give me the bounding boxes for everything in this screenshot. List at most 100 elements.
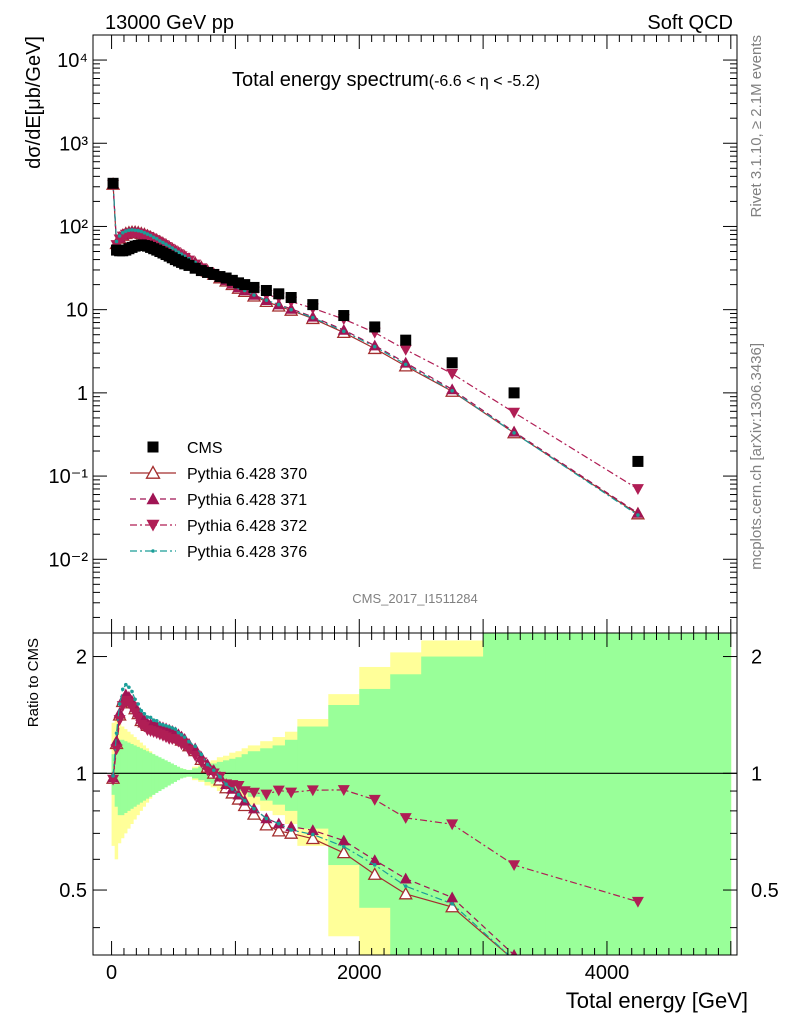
legend-marker-1 bbox=[145, 465, 161, 479]
point-2-44 bbox=[631, 506, 644, 518]
stat-band-10 bbox=[142, 749, 147, 801]
ratio-point-4-8 bbox=[136, 702, 141, 706]
ratio-point-4-32 bbox=[236, 792, 241, 797]
energy-label: 13000 GeV pp bbox=[105, 12, 234, 34]
ratio-ytick-label-left-2: 2 bbox=[76, 647, 87, 669]
point-0-29 bbox=[214, 271, 226, 283]
legend-entry-1: Pythia 6.428 370 bbox=[130, 465, 307, 483]
ratio-point-4-33 bbox=[242, 798, 247, 803]
point-0-25 bbox=[189, 262, 201, 274]
point-4-36 bbox=[276, 302, 281, 307]
ratio-ytick-label-left-1: 1 bbox=[76, 763, 87, 785]
point-0-36 bbox=[273, 288, 285, 300]
ratio-point-4-1 bbox=[114, 731, 119, 735]
stat-band-11 bbox=[145, 751, 150, 799]
ratio-x-axis: 0 2000 4000 bbox=[106, 633, 732, 984]
ratio-point-4-23 bbox=[182, 735, 187, 739]
stat-band-32 bbox=[235, 757, 243, 792]
legend-entry-4: Pythia 6.428 376 bbox=[130, 544, 307, 561]
stat-band-15 bbox=[158, 757, 162, 792]
ratio-point-3-33 bbox=[238, 786, 251, 798]
point-2-42 bbox=[446, 383, 459, 395]
stat-band-37 bbox=[284, 739, 298, 811]
point-4-40 bbox=[372, 344, 377, 349]
ratio-point-3-40 bbox=[368, 794, 381, 806]
ratio-point-4-6 bbox=[130, 689, 134, 694]
ratio-ytick-label-right-0: 0.5 bbox=[751, 880, 779, 902]
x-axis-label: Total energy [GeV] bbox=[566, 988, 748, 1013]
ratio-ytick-label-right-1: 1 bbox=[751, 763, 762, 785]
ratio-point-4-0 bbox=[111, 774, 115, 778]
ratio-frame bbox=[92, 632, 738, 956]
point-3-43 bbox=[508, 407, 521, 419]
point-4-34 bbox=[252, 293, 256, 297]
ratio-point-3-43 bbox=[508, 860, 521, 872]
ratio-point-4-15 bbox=[158, 722, 162, 726]
point-4-7 bbox=[133, 228, 137, 233]
point-4-10 bbox=[142, 230, 147, 235]
point-0-37 bbox=[285, 292, 297, 304]
legend-label-2: Pythia 6.428 371 bbox=[187, 492, 307, 509]
ratio-point-4-7 bbox=[133, 697, 137, 702]
ratio-ytick-label-left-0: 0.5 bbox=[59, 880, 87, 902]
point-3-44 bbox=[631, 484, 644, 495]
point-0-43 bbox=[508, 387, 520, 399]
ratio-point-3-1 bbox=[110, 744, 123, 756]
ratio-point-1-38 bbox=[305, 831, 320, 845]
ratio-point-2-1 bbox=[110, 734, 123, 746]
stat-band-4 bbox=[123, 741, 128, 813]
ratio-point-3-27 bbox=[201, 765, 214, 777]
ratio-point-4-26 bbox=[199, 752, 204, 757]
main-y-axis-label: dσ/dE[μb/GeV] bbox=[23, 36, 45, 169]
ratio-point-4-16 bbox=[161, 723, 165, 727]
point-4-14 bbox=[154, 237, 159, 241]
point-0-0 bbox=[107, 177, 119, 189]
ratio-point-4-13 bbox=[151, 718, 156, 723]
ratio-point-4-24 bbox=[187, 739, 191, 744]
ratio-point-2-39 bbox=[337, 834, 350, 846]
point-4-11 bbox=[145, 232, 150, 236]
stat-band-7 bbox=[133, 745, 137, 807]
stat-band-31 bbox=[229, 758, 236, 790]
ratio-point-4-36 bbox=[276, 821, 281, 826]
ratio-point-2-41 bbox=[399, 872, 412, 884]
ratio-point-1-34 bbox=[246, 806, 262, 820]
point-0-31 bbox=[226, 274, 238, 286]
legend: CMS Pythia 6.428 370 Pythia 6.428 371 Pythi… bbox=[130, 440, 307, 561]
legend-entry-2: Pythia 6.428 371 bbox=[130, 492, 307, 509]
point-0-41 bbox=[400, 334, 412, 346]
ratio-point-3-36 bbox=[272, 785, 285, 797]
stat-band-13 bbox=[151, 754, 156, 795]
analysis-label: CMS_2017_I1511284 bbox=[352, 591, 478, 606]
point-3-42 bbox=[446, 368, 459, 380]
ratio-point-4-35 bbox=[264, 816, 269, 821]
point-0-26 bbox=[195, 265, 207, 277]
process-label: Soft QCD bbox=[647, 12, 733, 34]
chart-title: Total energy spectrum(-6.6 < η < -5.2) bbox=[232, 69, 540, 91]
ratio-point-4-30 bbox=[224, 782, 228, 786]
ratio-panel: 0.5 0.5 1 1 2 2 0 2000 4000 Ratio to CMS Total … bbox=[25, 632, 779, 1013]
rivet-label: Rivet 3.1.10, ≥ 2.1M events bbox=[748, 35, 765, 218]
point-4-6 bbox=[130, 228, 134, 232]
ratio-point-4-18 bbox=[167, 724, 171, 729]
ratio-point-4-25 bbox=[193, 744, 197, 748]
point-2-41 bbox=[399, 356, 412, 368]
point-0-28 bbox=[208, 268, 220, 280]
main-x-axis bbox=[111, 35, 732, 633]
ratio-point-3-2 bbox=[113, 715, 126, 726]
point-4-18 bbox=[167, 244, 171, 248]
ratio-point-3-0 bbox=[107, 774, 120, 786]
main-ytick-label-1: 10⁻¹ bbox=[49, 466, 89, 488]
ratio-point-2-43 bbox=[510, 949, 518, 955]
stat-band-16 bbox=[161, 758, 165, 790]
stat-band-8 bbox=[136, 746, 140, 805]
stat-band-43 bbox=[483, 633, 546, 955]
point-3-41 bbox=[399, 344, 412, 356]
point-4-41 bbox=[403, 362, 408, 367]
ratio-point-3-8 bbox=[132, 713, 145, 724]
stat-band-2 bbox=[117, 739, 122, 816]
stat-band-34 bbox=[247, 751, 261, 797]
legend-marker-0 bbox=[147, 441, 159, 453]
ratio-point-4-22 bbox=[179, 732, 184, 737]
x-tick-label-2: 4000 bbox=[585, 962, 630, 984]
